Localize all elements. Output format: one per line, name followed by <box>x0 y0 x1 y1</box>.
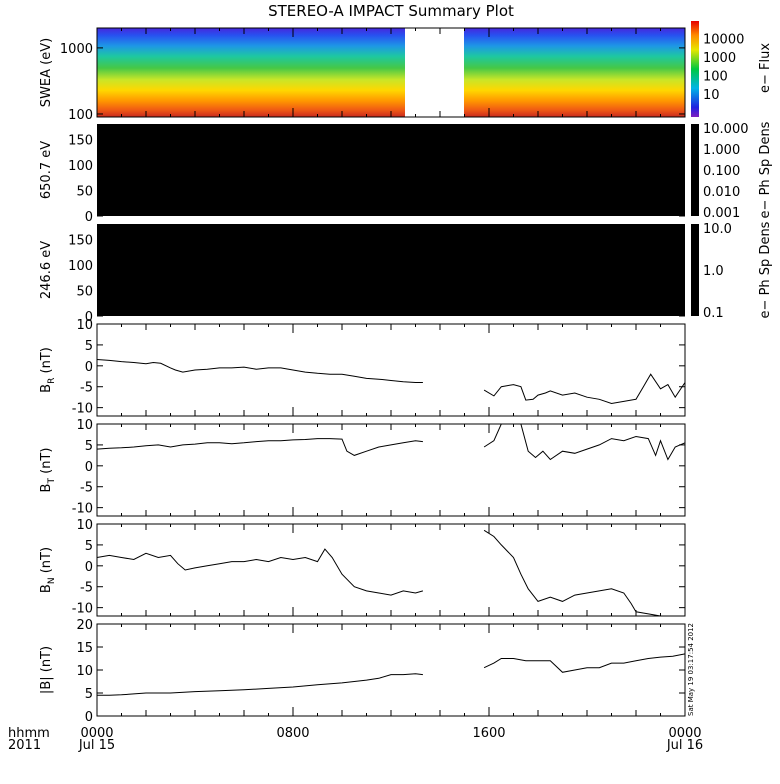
pad246-ytick-label: 50 <box>76 284 93 299</box>
pad650-ytick-label: 150 <box>68 133 93 148</box>
pad246-colorbar-label: e− Ph Sp Dens <box>758 221 773 318</box>
bmag-ytick-label: 15 <box>76 641 93 656</box>
pad650-ytick-label: 100 <box>68 159 93 174</box>
bt-ytick-label: 10 <box>76 418 93 433</box>
bmag-ytick-label: 20 <box>76 618 93 633</box>
swea-ylabel: SWEA (eV) <box>39 38 54 107</box>
bt-frame <box>96 423 686 517</box>
pad650-ytick-label: 50 <box>76 184 93 199</box>
bn-series-line-1 <box>96 548 424 596</box>
bmag-ylabel: |B| (nT) <box>39 646 54 694</box>
br-ytick-label: 0 <box>85 360 93 375</box>
pad246-colorbar-tick-label: 1.0 <box>703 264 724 279</box>
pad246-ylabel: 246.6 eV <box>39 241 54 299</box>
pad650-ylabel: 650.7 eV <box>39 141 54 199</box>
swea-ytick-label: 100 <box>68 108 93 123</box>
bt-ytick-label: -5 <box>80 481 93 496</box>
xaxis-date-label: Jul 15 <box>78 738 115 753</box>
swea-colorbar-tick-label: 1000 <box>703 51 736 66</box>
bmag-panel <box>96 623 686 717</box>
bmag-ytick-label: 0 <box>85 710 93 725</box>
pad650-colorbar-tick-label: 0.100 <box>703 164 740 179</box>
swea-colorbar-tick-label: 100 <box>703 69 728 84</box>
swea-colorbar-tick-label: 10 <box>703 88 720 103</box>
pad246-panel <box>97 224 685 316</box>
bt-ylabel: BT (nT) <box>39 448 57 493</box>
pad650-colorbar-tick-label: 1.000 <box>703 143 740 158</box>
pad650-colorbar-tick-label: 0.010 <box>703 185 740 200</box>
bn-ytick-label: -10 <box>72 602 93 617</box>
bmag-series-line-2 <box>483 653 686 673</box>
swea-ytick-label: 1000 <box>60 42 93 57</box>
swea-data-gap <box>405 28 464 117</box>
timestamp-label: Sat May 19 03:17:54 2012 <box>687 623 695 716</box>
bmag-series-line-1 <box>97 673 423 696</box>
bmag-frame <box>96 623 686 717</box>
xaxis-year-label: 2011 <box>8 738 41 753</box>
bn-ytick-label: -5 <box>80 581 93 596</box>
xaxis-tick-label: 1600 <box>472 726 505 741</box>
br-series-line-2 <box>483 373 686 405</box>
pad246-colorbar-tick-label: 0.1 <box>703 306 724 321</box>
xaxis-tick-label: 0800 <box>276 726 309 741</box>
br-series-line-1 <box>96 359 423 383</box>
bt-ytick-label: 0 <box>85 460 93 475</box>
swea-colorbar-tick-label: 10000 <box>703 33 744 48</box>
br-ytick-label: -10 <box>72 402 93 417</box>
pad246-ytick-label: 100 <box>68 259 93 274</box>
plot-title: STEREO-A IMPACT Summary Plot <box>268 2 514 20</box>
bt-series-line-1 <box>96 438 423 456</box>
pad246-ytick-label: 0 <box>85 310 93 325</box>
br-ylabel: BR (nT) <box>39 347 57 393</box>
swea-spectrogram-left <box>97 28 405 117</box>
br-ytick-label: 5 <box>85 339 93 354</box>
pad650-colorbar-label: e− Ph Sp Dens <box>758 121 773 218</box>
bn-ytick-label: 10 <box>76 518 93 533</box>
pad246-colorbar <box>691 224 699 316</box>
swea-colorbar <box>691 21 699 117</box>
pad650-ytick-label: 0 <box>85 210 93 225</box>
bn-ylabel: BN (nT) <box>39 547 57 593</box>
br-ytick-label: 10 <box>76 318 93 333</box>
br-ytick-label: -5 <box>80 381 93 396</box>
xaxis-hhmm-label: hhmm <box>8 726 50 741</box>
bn-series-line-2 <box>483 529 661 617</box>
pad650-panel <box>97 124 685 216</box>
xaxis-tick-label: 0000 <box>80 726 113 741</box>
bt-series-line-2 <box>483 423 686 461</box>
bn-ytick-label: 0 <box>85 560 93 575</box>
swea-panel <box>96 21 699 118</box>
br-frame <box>96 323 686 417</box>
bt-ytick-label: 5 <box>85 439 93 454</box>
swea-colorbar-label: e− Flux <box>758 43 773 93</box>
xaxis-tick-label: 0000 <box>668 726 701 741</box>
pad650-colorbar-tick-label: 0.001 <box>703 206 740 221</box>
bn-ytick-label: 5 <box>85 539 93 554</box>
bt-ytick-label: -10 <box>72 502 93 517</box>
pad650-colorbar-tick-label: 10.000 <box>703 122 749 137</box>
bmag-ytick-label: 5 <box>85 687 93 702</box>
xaxis-date-label: Jul 16 <box>666 738 703 753</box>
bt-panel <box>96 423 686 517</box>
pad246-colorbar-tick-label: 10.0 <box>703 222 732 237</box>
pad246-ytick-label: 150 <box>68 233 93 248</box>
bmag-ytick-label: 10 <box>76 664 93 679</box>
pad650-colorbar <box>691 124 699 216</box>
br-panel <box>96 323 686 417</box>
swea-spectrogram-right <box>464 28 685 117</box>
